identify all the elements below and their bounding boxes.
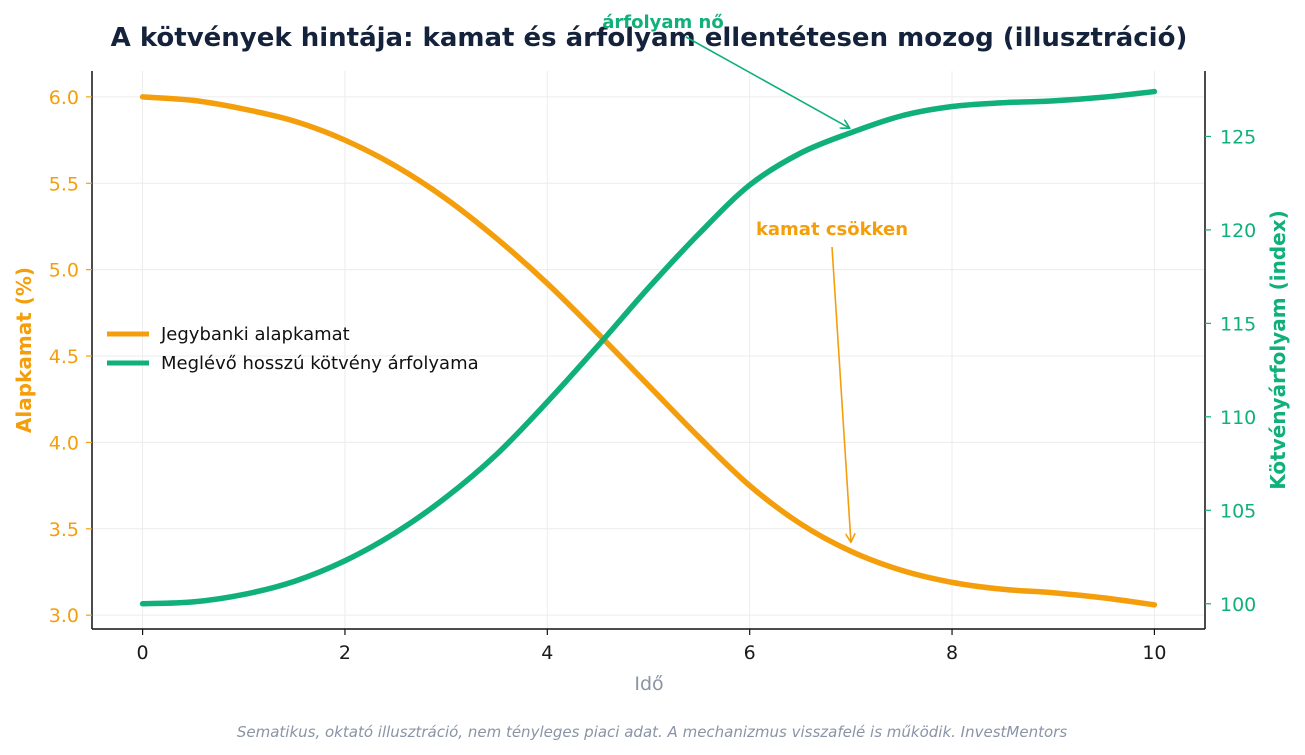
y-tick-label-left: 5.0 [49, 260, 79, 282]
y-tick-label-right: 105 [1220, 500, 1256, 522]
x-tick-label: 8 [946, 642, 958, 664]
series-line-price [139, 88, 1158, 607]
y-tick-label-left: 3.0 [49, 605, 79, 627]
grid [92, 71, 1205, 629]
x-tick-label: 6 [744, 642, 756, 664]
x-tick-label: 2 [339, 642, 351, 664]
y-tick-label-left: 3.5 [49, 519, 79, 541]
series-group [139, 88, 1158, 608]
y-axis-label-right: Kötvényárfolyam (index) [1266, 210, 1290, 489]
legend: Jegybanki alapkamat Meglévő hosszú kötvé… [107, 324, 479, 374]
annotations: kamat csökken árfolyam nő [602, 12, 908, 541]
y-tick-label-left: 4.0 [49, 432, 79, 454]
x-tick-label: 4 [541, 642, 553, 664]
axes [91, 71, 1206, 630]
y-axis-label-left: Alapkamat (%) [12, 267, 36, 433]
legend-label-price: Meglévő hosszú kötvény árfolyama [161, 353, 479, 374]
ticks: 0 2 4 6 8 10 3.0 3.5 4.0 4.5 5.0 5.5 6.0 100 105 110 115… [49, 87, 1256, 664]
y-tick-label-right: 110 [1220, 407, 1256, 429]
annotation-arrow-rate [831, 246, 851, 541]
annotation-arrow-price [685, 36, 849, 128]
y-tick-label-right: 100 [1220, 594, 1256, 616]
y-tick-label-left: 4.5 [49, 346, 79, 368]
footer-note: Sematikus, oktató illusztráció, nem tény… [237, 723, 1067, 741]
x-tick-label: 0 [137, 642, 149, 664]
y-tick-label-left: 6.0 [49, 87, 79, 109]
x-tick-label: 10 [1142, 642, 1166, 664]
x-axis-label: Idő [634, 673, 663, 695]
annotation-rate-label: kamat csökken [756, 219, 908, 240]
y-tick-label-left: 5.5 [49, 173, 79, 195]
annotation-price-label: árfolyam nő [602, 12, 723, 33]
legend-label-rate: Jegybanki alapkamat [160, 324, 350, 345]
y-tick-label-right: 125 [1220, 126, 1256, 148]
y-tick-label-right: 120 [1220, 220, 1256, 242]
series-line-rate [139, 94, 1158, 608]
chart-title: A kötvények hintája: kamat és árfolyam e… [111, 23, 1188, 53]
y-tick-label-right: 115 [1220, 313, 1256, 335]
